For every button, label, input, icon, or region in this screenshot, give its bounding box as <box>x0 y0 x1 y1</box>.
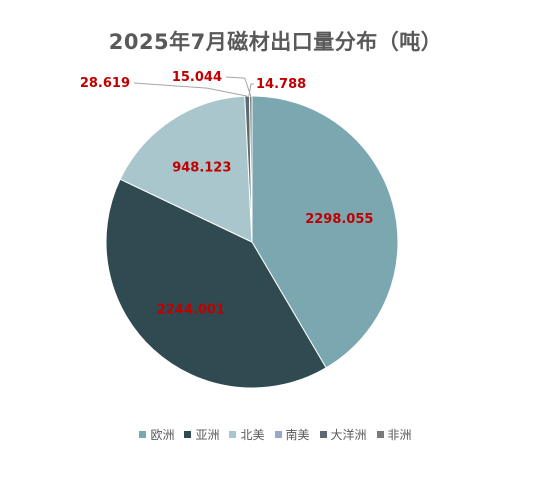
legend-label-oceania: 大洋洲 <box>330 428 367 442</box>
leader-line-oceania <box>133 82 248 97</box>
leader-line-africa <box>225 76 252 97</box>
legend-label-north-america: 北美 <box>240 428 265 442</box>
legend-item-europe: 欧洲 <box>139 426 174 443</box>
legend-label-europe: 欧洲 <box>150 428 175 442</box>
data-label-oceania: 28.619 <box>80 76 130 91</box>
legend-swatch-europe <box>139 431 147 438</box>
legend-item-south-america: 南美 <box>274 426 310 443</box>
legend: 欧洲 亚洲 北美 南美 大洋洲 非洲 <box>0 426 551 443</box>
data-label-north-america: 948.123 <box>172 161 231 176</box>
leader-line-extra <box>248 83 254 97</box>
pie-slice-asia <box>105 178 327 389</box>
data-label-europe: 2298.055 <box>305 212 373 227</box>
legend-label-africa: 非洲 <box>387 428 412 442</box>
pie-slice-north-america <box>119 95 253 243</box>
legend-label-south-america: 南美 <box>285 428 310 442</box>
legend-label-asia: 亚洲 <box>195 428 220 442</box>
legend-swatch-oceania <box>319 431 327 438</box>
legend-swatch-asia <box>184 431 192 438</box>
pie-slice-europe <box>251 95 399 369</box>
data-label-asia: 2244.001 <box>157 303 225 318</box>
legend-swatch-north-america <box>229 431 237 438</box>
legend-item-north-america: 北美 <box>229 426 265 443</box>
data-label-africa: 15.044 <box>172 70 222 85</box>
chart-title: 2025年7月磁材出口量分布（吨） <box>108 30 443 54</box>
legend-item-asia: 亚洲 <box>184 426 219 443</box>
legend-swatch-africa <box>376 431 384 438</box>
legend-item-africa: 非洲 <box>376 426 412 443</box>
legend-item-oceania: 大洋洲 <box>319 426 367 443</box>
data-label-extra: 14.788 <box>256 77 306 92</box>
legend-swatch-south-america <box>274 431 282 438</box>
